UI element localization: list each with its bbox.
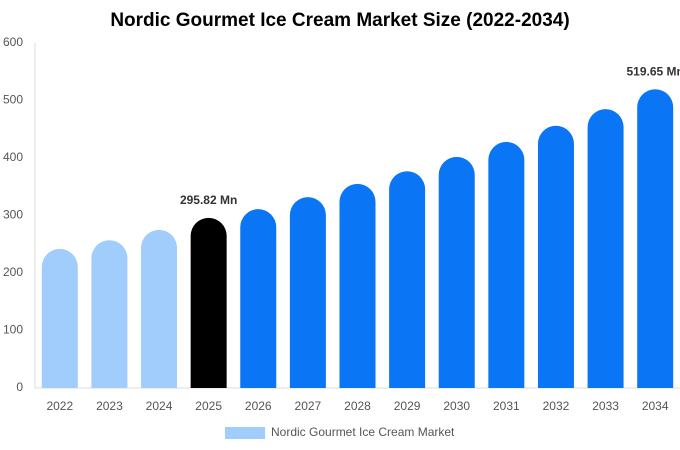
y-tick-label: 200	[3, 265, 23, 279]
x-tick-label: 2034	[642, 399, 669, 413]
y-tick-label: 100	[3, 323, 23, 337]
bar	[91, 240, 128, 388]
x-tick-label: 2024	[146, 399, 173, 413]
bar	[339, 183, 376, 388]
value-label: 519.65 Mn	[627, 64, 680, 78]
x-tick-label: 2022	[46, 399, 73, 413]
bar	[190, 217, 227, 388]
bar	[41, 248, 78, 388]
x-tick-label: 2027	[295, 399, 322, 413]
x-tick-label: 2030	[443, 399, 470, 413]
legend-label: Nordic Gourmet Ice Cream Market	[271, 425, 455, 439]
bar	[488, 141, 525, 388]
y-tick-label: 500	[3, 93, 23, 107]
y-tick-label: 300	[3, 208, 23, 222]
bar	[389, 171, 426, 388]
x-tick-label: 2028	[344, 399, 371, 413]
bar	[141, 229, 178, 388]
bar	[537, 125, 574, 389]
x-tick-label: 2026	[245, 399, 272, 413]
x-tick-label: 2033	[592, 399, 619, 413]
chart-title: Nordic Gourmet Ice Cream Market Size (20…	[110, 10, 569, 31]
bar	[240, 209, 277, 388]
legend-swatch	[225, 427, 265, 439]
x-tick-label: 2025	[195, 399, 222, 413]
x-tick-label: 2031	[493, 399, 520, 413]
x-tick-label: 2032	[543, 399, 570, 413]
value-label: 295.82 Mn	[180, 193, 237, 207]
bar	[637, 89, 674, 389]
x-tick-label: 2023	[96, 399, 123, 413]
y-tick-label: 0	[16, 380, 23, 394]
bar	[587, 109, 624, 388]
x-tick-label: 2029	[394, 399, 421, 413]
y-tick-label: 400	[3, 150, 23, 164]
y-tick-label: 600	[3, 35, 23, 49]
bar	[438, 156, 475, 388]
bar	[289, 197, 326, 388]
